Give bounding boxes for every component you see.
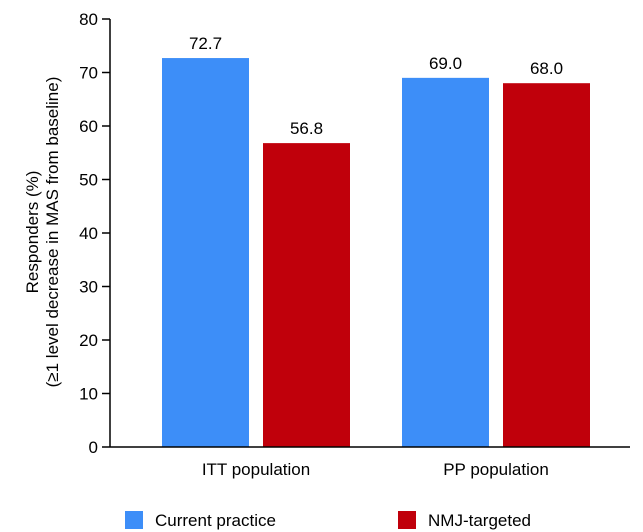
legend-swatch [398, 511, 416, 529]
bar-value-label: 56.8 [290, 119, 323, 138]
bar [402, 77, 489, 447]
y-tick-label: 40 [79, 224, 98, 243]
y-axis-title-line-2: (≥1 level decrease in MAS from baseline) [43, 77, 62, 388]
bar [162, 58, 249, 448]
x-category-label: PP population [443, 460, 549, 479]
legend: Current practice NMJ-targeted [125, 511, 531, 530]
legend-swatch [125, 511, 143, 529]
bar [503, 83, 590, 447]
axes [109, 19, 630, 448]
y-tick-label: 70 [79, 64, 98, 83]
y-tick-label: 50 [79, 171, 98, 190]
bars [162, 58, 590, 448]
y-tick-label: 80 [79, 10, 98, 29]
bar-value-label: 69.0 [429, 54, 462, 73]
y-tick-label: 60 [79, 117, 98, 136]
category-labels: ITT population PP population [202, 460, 549, 479]
y-tick-label: 20 [79, 331, 98, 350]
bar-value-label: 72.7 [189, 34, 222, 53]
y-axis-ticks: 0 10 20 30 40 50 60 70 80 [79, 10, 110, 457]
legend-label: NMJ-targeted [428, 511, 531, 530]
legend-label: Current practice [155, 511, 276, 530]
y-tick-label: 0 [89, 438, 98, 457]
bar-value-label: 68.0 [530, 59, 563, 78]
y-axis-title: Responders (%) (≥1 level decrease in MAS… [23, 77, 62, 388]
x-category-label: ITT population [202, 460, 310, 479]
bar [263, 143, 350, 447]
data-labels: 72.7 56.8 69.0 68.0 [189, 34, 563, 138]
y-axis-title-line-1: Responders (%) [23, 171, 42, 294]
y-tick-label: 10 [79, 385, 98, 404]
y-tick-label: 30 [79, 278, 98, 297]
